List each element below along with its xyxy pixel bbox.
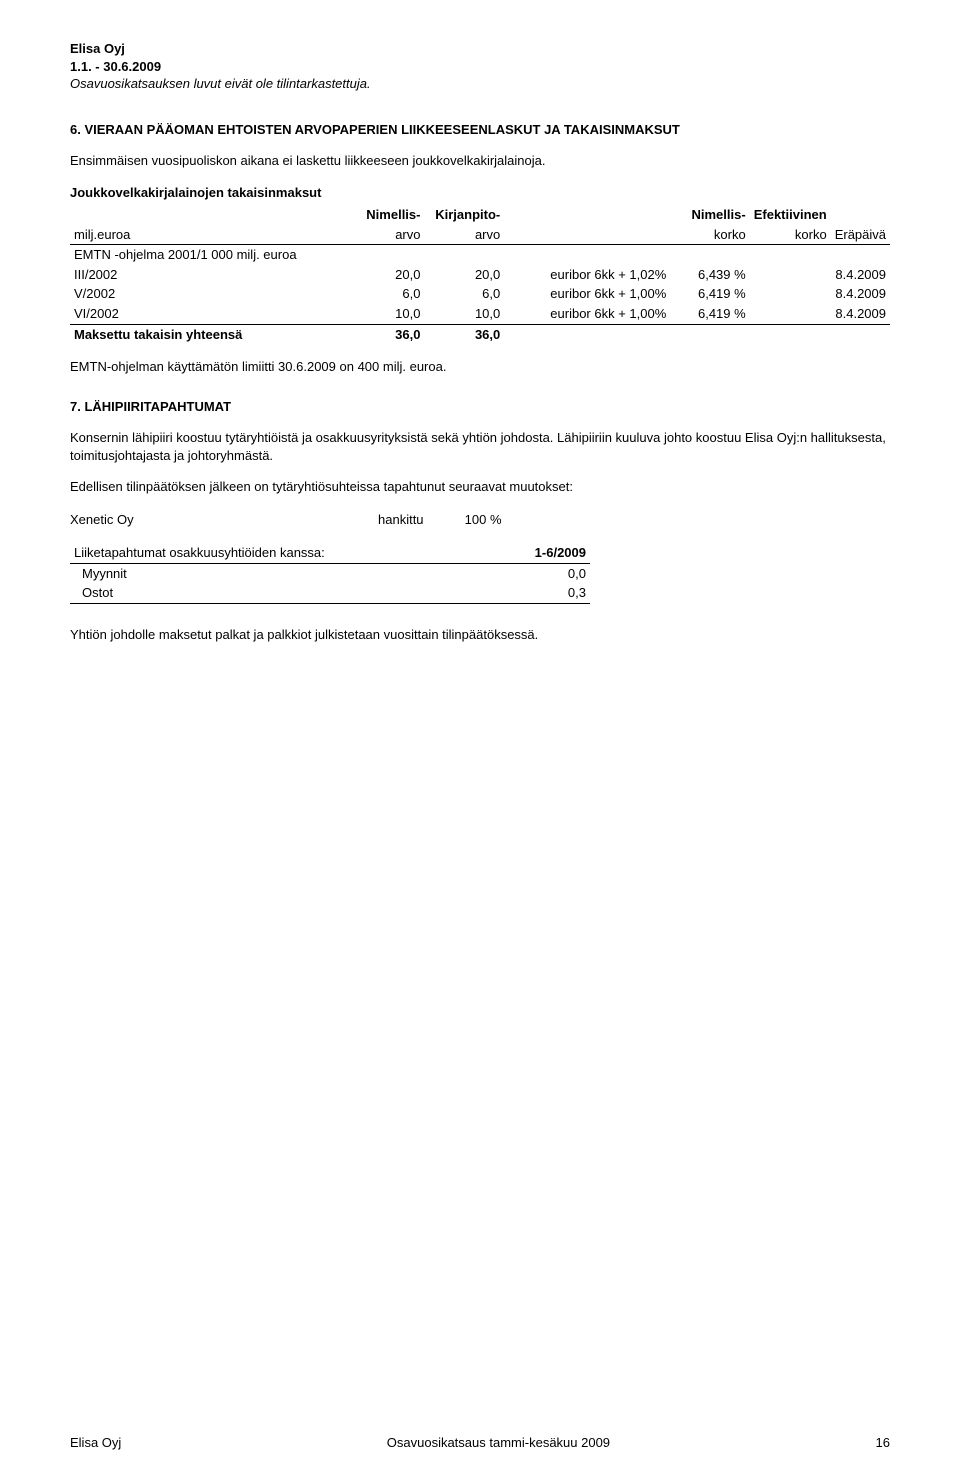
row-label: V/2002: [70, 284, 362, 304]
header-note: Osavuosikatsauksen luvut eivät ole tilin…: [70, 75, 890, 93]
table-row: VI/2002 10,0 10,0 euribor 6kk + 1,00% 6,…: [70, 304, 890, 324]
row-book: 10,0: [424, 304, 504, 324]
row-book: 6,0: [424, 284, 504, 304]
total-label: Maksettu takaisin yhteensä: [70, 324, 362, 344]
col-book-top: Kirjanpito-: [424, 205, 504, 225]
related-party-table: Liiketapahtumat osakkuusyhtiöiden kanssa…: [70, 543, 590, 604]
table-total-row: Maksettu takaisin yhteensä 36,0 36,0: [70, 324, 890, 344]
footer-center: Osavuosikatsaus tammi-kesäkuu 2009: [387, 1434, 610, 1452]
page-footer: Elisa Oyj Osavuosikatsaus tammi-kesäkuu …: [70, 1434, 890, 1452]
section7-para1: Konsernin lähipiiri koostuu tytäryhtiöis…: [70, 429, 890, 464]
page-header: Elisa Oyj 1.1. - 30.6.2009 Osavuosikatsa…: [70, 40, 890, 93]
row-label: VI/2002: [70, 304, 362, 324]
acq-name: Xenetic Oy: [70, 510, 378, 530]
table-row: III/2002 20,0 20,0 euribor 6kk + 1,02% 6…: [70, 265, 890, 285]
limit-note: EMTN-ohjelman käyttämätön limiitti 30.6.…: [70, 358, 890, 376]
page: Elisa Oyj 1.1. - 30.6.2009 Osavuosikatsa…: [0, 0, 960, 1482]
row-nomrate: 6,419 %: [670, 284, 749, 304]
acq-action: hankittu: [378, 510, 432, 530]
row-nominal: 20,0: [362, 265, 424, 285]
section6-title: 6. VIERAAN PÄÄOMAN EHTOISTEN ARVOPAPERIE…: [70, 121, 890, 139]
related-period: 1-6/2009: [482, 543, 590, 563]
row-nominal: 6,0: [362, 284, 424, 304]
col-book-bottom: arvo: [424, 225, 504, 245]
col-label-bottom: milj.euroa: [70, 225, 362, 245]
bond-repayment-table: Nimellis- Kirjanpito- Nimellis- Efektiiv…: [70, 205, 890, 344]
related-row-label: Myynnit: [70, 563, 482, 583]
row-book: 20,0: [424, 265, 504, 285]
related-row-value: 0,3: [482, 583, 590, 603]
footer-right: 16: [876, 1434, 890, 1452]
company-name: Elisa Oyj: [70, 40, 890, 58]
section7-para2: Edellisen tilinpäätöksen jälkeen on tytä…: [70, 478, 890, 496]
total-book: 36,0: [424, 324, 504, 344]
report-period: 1.1. - 30.6.2009: [70, 58, 890, 76]
acquisition-table: Xenetic Oy hankittu 100 %: [70, 510, 510, 530]
section7-title: 7. LÄHIPIIRITAPAHTUMAT: [70, 398, 890, 416]
section6-intro: Ensimmäisen vuosipuoliskon aikana ei las…: [70, 152, 890, 170]
related-row-label: Ostot: [70, 583, 482, 603]
table-row: V/2002 6,0 6,0 euribor 6kk + 1,00% 6,419…: [70, 284, 890, 304]
row-due: 8.4.2009: [831, 265, 890, 285]
row-label: III/2002: [70, 265, 362, 285]
col-nomrate-bottom: korko: [670, 225, 749, 245]
row-nomrate: 6,439 %: [670, 265, 749, 285]
program-name: EMTN -ohjelma 2001/1 000 milj. euroa: [70, 245, 890, 265]
row-rate: euribor 6kk + 1,02%: [504, 265, 670, 285]
col-effrate-top: Efektiivinen: [750, 205, 831, 225]
row-rate: euribor 6kk + 1,00%: [504, 304, 670, 324]
total-nominal: 36,0: [362, 324, 424, 344]
col-effrate-bottom: korko: [750, 225, 831, 245]
row-nomrate: 6,419 %: [670, 304, 749, 324]
related-row-value: 0,0: [482, 563, 590, 583]
section6-subtitle: Joukkovelkakirjalainojen takaisinmaksut: [70, 184, 890, 202]
col-nomrate-top: Nimellis-: [670, 205, 749, 225]
section7-outro: Yhtiön johdolle maksetut palkat ja palkk…: [70, 626, 890, 644]
row-due: 8.4.2009: [831, 284, 890, 304]
row-due: 8.4.2009: [831, 304, 890, 324]
col-nominal-top: Nimellis-: [362, 205, 424, 225]
col-due-bottom: Eräpäivä: [831, 225, 890, 245]
footer-left: Elisa Oyj: [70, 1434, 121, 1452]
col-nominal-bottom: arvo: [362, 225, 424, 245]
related-heading: Liiketapahtumat osakkuusyhtiöiden kanssa…: [70, 543, 482, 563]
row-rate: euribor 6kk + 1,00%: [504, 284, 670, 304]
row-nominal: 10,0: [362, 304, 424, 324]
acq-pct: 100 %: [432, 510, 510, 530]
